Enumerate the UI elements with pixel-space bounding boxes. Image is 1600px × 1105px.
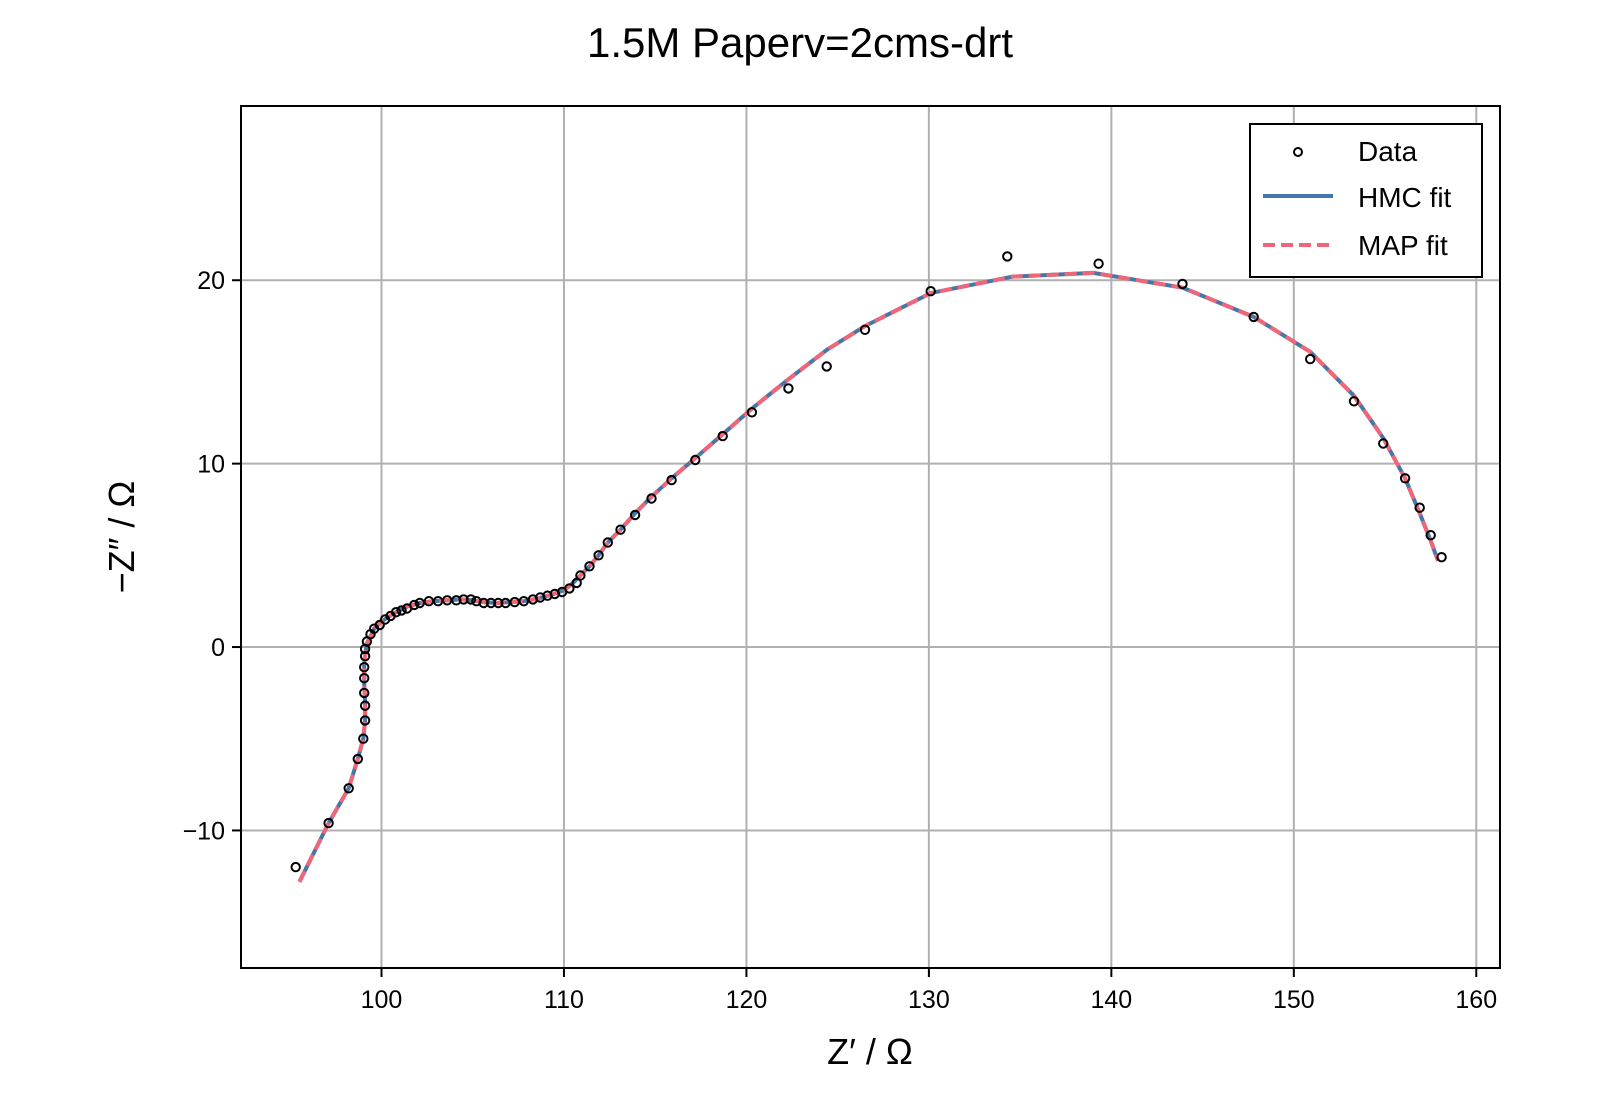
- data-point: [859, 324, 871, 335]
- y-tick-label: 10: [197, 451, 225, 479]
- data-point: [374, 619, 385, 631]
- x-tick-label: 140: [1090, 986, 1132, 1014]
- data-point: [1348, 396, 1360, 407]
- legend-hmc-label: HMC fit: [1358, 182, 1452, 213]
- legend: Data HMC fit MAP fit: [1249, 123, 1483, 278]
- legend-data-marker: [1293, 147, 1303, 157]
- data-point: [564, 583, 575, 594]
- data-point: [359, 673, 370, 684]
- data-point: [359, 715, 371, 726]
- data-point: [518, 596, 529, 607]
- legend-box: [1249, 123, 1483, 278]
- y-tick-label: 20: [197, 267, 225, 295]
- data-point: [409, 599, 420, 611]
- data-point: [359, 651, 371, 662]
- data-point: [593, 550, 604, 561]
- legend-data-label: Data: [1358, 136, 1418, 167]
- y-tick-label: −10: [183, 817, 225, 845]
- x-tick-label: 100: [361, 986, 403, 1014]
- y-tick-label: 0: [211, 634, 225, 662]
- series-layer: [290, 251, 1447, 883]
- data-point: [1436, 552, 1447, 563]
- data-point: [323, 817, 334, 829]
- data-point: [290, 861, 301, 873]
- data-point: [717, 430, 728, 442]
- data-point: [478, 597, 489, 609]
- chart-title: 1.5M Paperv=2cms-drt: [587, 19, 1013, 66]
- data-point: [925, 286, 936, 297]
- data-point: [451, 595, 462, 606]
- plot-frame: [240, 105, 1501, 969]
- data-point: [821, 361, 832, 372]
- data-point: [584, 561, 595, 572]
- x-axis-label: Z′ / Ω: [827, 1031, 913, 1072]
- y-axis-ticks: −10 0 10 20: [183, 267, 241, 845]
- x-tick-label: 120: [726, 986, 768, 1014]
- data-point: [1248, 311, 1259, 323]
- data-point: [465, 594, 477, 605]
- data-point: [359, 662, 370, 673]
- data-point: [1425, 530, 1436, 541]
- data-point: [666, 474, 677, 486]
- y-axis-label: −Z″ / Ω: [101, 481, 142, 594]
- data-point: [629, 509, 641, 521]
- legend-map-label: MAP fit: [1358, 230, 1448, 261]
- data-point: [602, 537, 613, 548]
- data-point: [575, 570, 586, 581]
- data-point: [414, 597, 425, 609]
- data-point: [343, 783, 354, 794]
- data-point: [1378, 438, 1389, 449]
- data-point: [493, 597, 504, 609]
- data-point: [396, 605, 407, 616]
- data-point: [1414, 502, 1425, 513]
- data-point: [1399, 473, 1411, 484]
- x-tick-label: 110: [544, 986, 584, 1014]
- data-point: [1093, 258, 1104, 269]
- data-point: [485, 597, 497, 609]
- data-point: [615, 524, 626, 535]
- x-tick-label: 130: [908, 986, 950, 1014]
- data-point: [359, 687, 370, 699]
- x-tick-label: 150: [1273, 986, 1315, 1014]
- x-axis-ticks: 100 110 120 130 140 150 160: [361, 968, 1497, 1014]
- data-point: [746, 407, 758, 418]
- data-point: [690, 454, 701, 466]
- data-point: [1002, 251, 1013, 262]
- data-point: [359, 700, 371, 711]
- data-point: [646, 493, 657, 504]
- data-point: [352, 753, 363, 765]
- grid-lines: [241, 106, 1500, 968]
- data-point: [458, 594, 469, 605]
- x-tick-label: 160: [1455, 986, 1497, 1014]
- data-point: [1305, 353, 1316, 365]
- data-point: [783, 383, 794, 394]
- data-point: [390, 607, 402, 618]
- data-point: [358, 733, 369, 744]
- data-point: [1177, 278, 1188, 290]
